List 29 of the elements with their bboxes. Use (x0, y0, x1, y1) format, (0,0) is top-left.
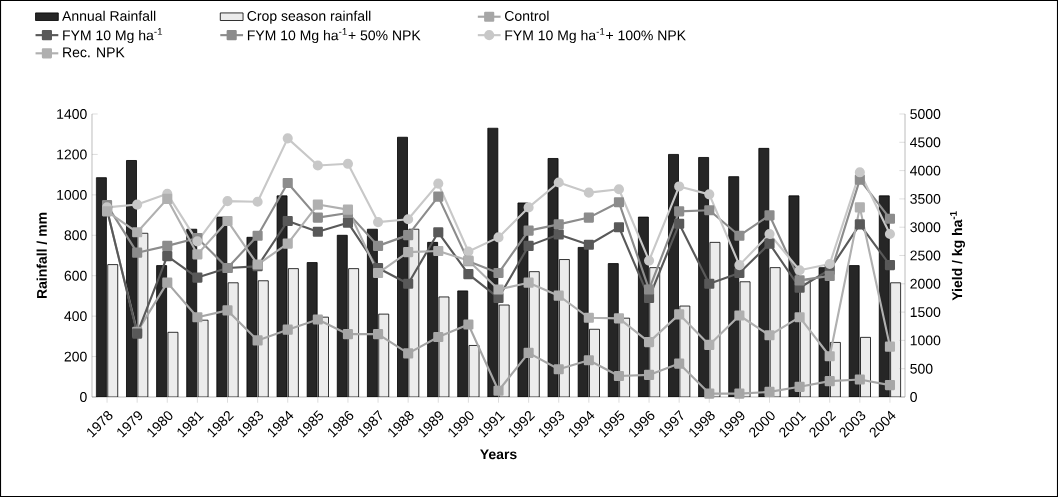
legend-label: Annual Rainfall (62, 10, 156, 21)
y2-tick-label: 5000 (910, 109, 941, 119)
y2-tick-label: 4000 (910, 165, 941, 176)
legend-label: FYM 10 Mg ha$^{-1}$ (63, 28, 163, 44)
y-tick-label: 200 (64, 351, 87, 362)
y2-tick-label: 500 (910, 363, 933, 374)
y2-tick-label: 2000 (910, 278, 941, 289)
y-tick-label: 1000 (57, 189, 87, 200)
y-tick-label: 600 (64, 270, 87, 281)
legend-label: FYM 10 Mg ha$^{-1}$+ 100% NPK (505, 28, 686, 44)
legend-label: FYM 10 Mg ha$^{-1}$+ 50% NPK (247, 28, 421, 44)
y2-tick-label: 4500 (910, 137, 941, 148)
y-tick-label: 0 (80, 392, 87, 402)
y2-tick-label: 3500 (910, 193, 941, 204)
legend-label: Control (505, 10, 549, 21)
y2-tick-label: 3000 (910, 222, 941, 233)
y-tick-label: 400 (64, 311, 87, 322)
y2-tick-label: 1500 (910, 307, 941, 318)
y-tick-label: 1200 (57, 149, 87, 160)
y2-axis-title: Yield / kg ha$^{-1}$ (950, 211, 966, 301)
legend-label: Rec. NPK (63, 47, 125, 58)
y2-tick-label: 1000 (910, 335, 941, 346)
y-tick-label: 1400 (57, 109, 87, 119)
legend-label: Crop season rainfall (247, 10, 371, 24)
y-axis-title: Rainfall / mm (36, 212, 47, 299)
y2-tick-label: 2500 (910, 250, 941, 261)
x-axis-title: Years (480, 449, 517, 460)
y2-tick-label: 0 (910, 392, 917, 402)
y-tick-label: 800 (64, 230, 87, 241)
